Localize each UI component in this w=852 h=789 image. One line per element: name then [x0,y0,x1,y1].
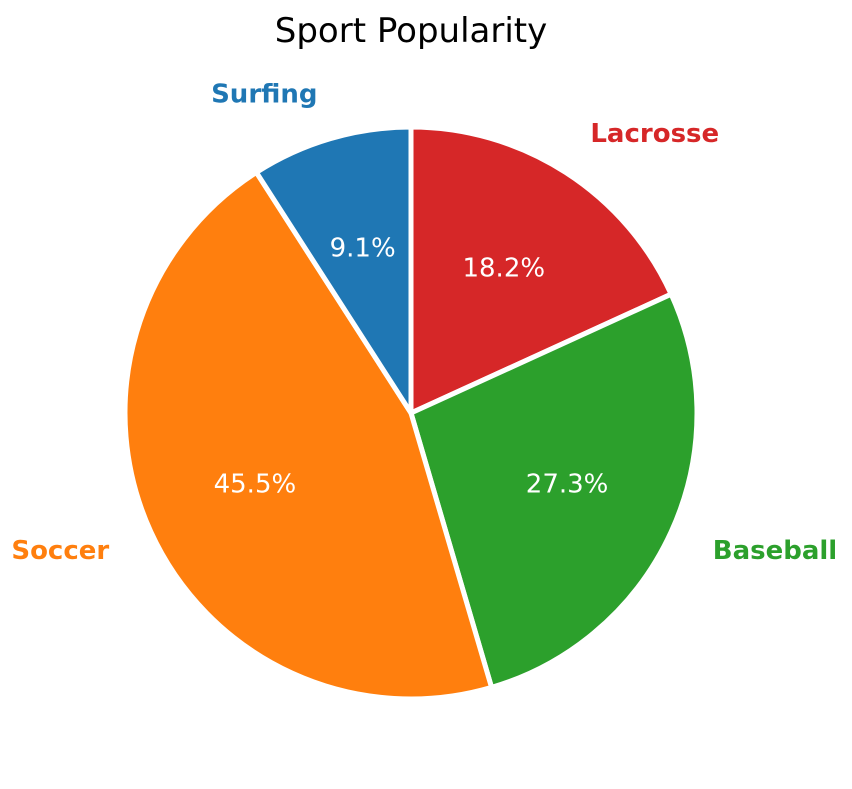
pie-slice-lacrosse [408,124,674,416]
chart-title: Sport Popularity [275,11,547,51]
category-label-baseball: Baseball [713,536,837,566]
category-label-soccer: Soccer [11,536,109,566]
pie-slice-surfing [253,124,414,416]
pie-slice-baseball [408,291,700,690]
category-label-surfing: Surfing [211,80,317,110]
percent-label-lacrosse: 18.2% [462,254,545,284]
percent-label-baseball: 27.3% [526,469,609,499]
pie-slices [122,124,700,702]
percent-label-soccer: 45.5% [214,469,297,499]
percent-labels: 18.2% 27.3% 45.5% 9.1% [214,233,609,499]
percent-label-surfing: 9.1% [330,233,396,263]
category-label-lacrosse: Lacrosse [590,119,719,149]
category-labels: Lacrosse Baseball Soccer Surfing [11,80,837,566]
pie-slice-soccer [122,169,495,702]
